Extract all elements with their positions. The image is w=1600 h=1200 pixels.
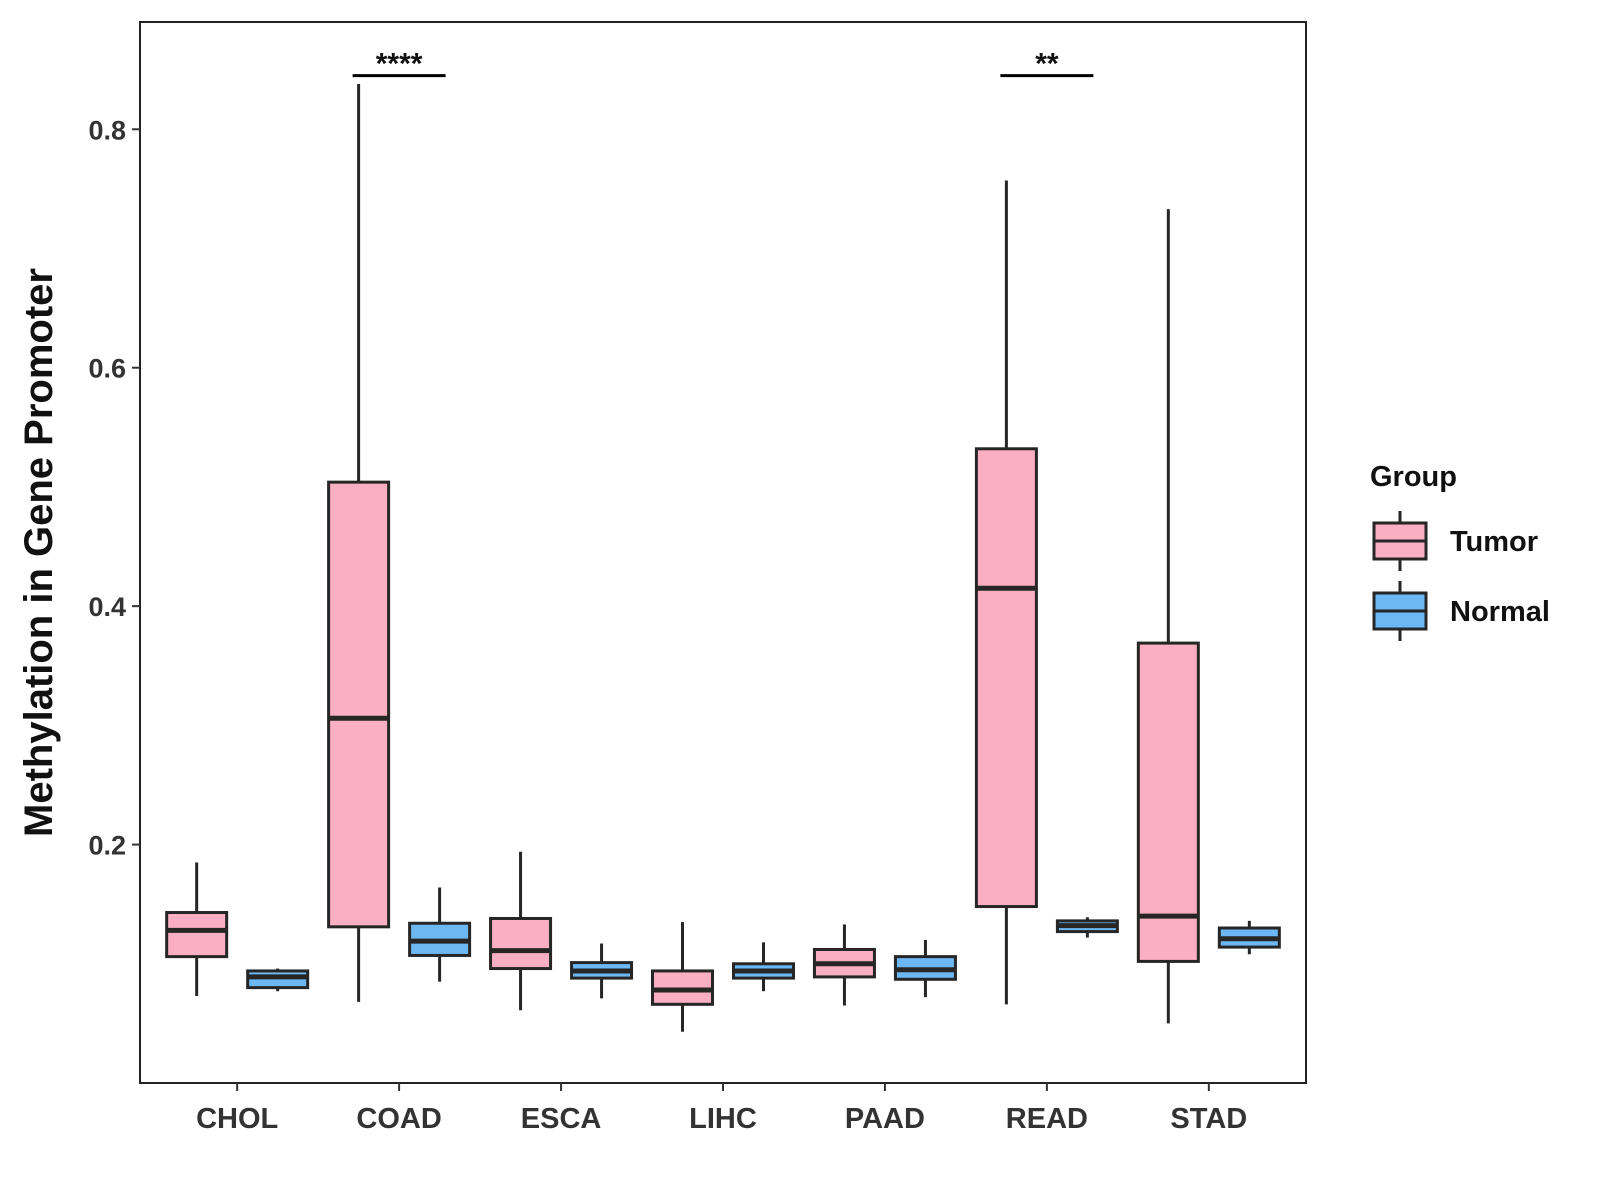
box-iqr — [974, 447, 1038, 909]
box-normal-esca — [570, 943, 634, 999]
legend-label: Tumor — [1450, 526, 1538, 558]
box-tumor-chol — [165, 862, 229, 996]
legend-title: Group — [1370, 461, 1457, 493]
box-tumor-read — [974, 180, 1038, 1005]
box-iqr — [327, 480, 391, 929]
box-iqr — [1136, 641, 1200, 963]
box-tumor-stad — [1136, 209, 1200, 1024]
legend-label: Normal — [1450, 596, 1550, 628]
significance-label: **** — [376, 48, 423, 81]
box-iqr — [489, 916, 553, 971]
x-tick-label: LIHC — [689, 1103, 757, 1135]
box-normal-stad — [1217, 920, 1281, 955]
box-normal-paad — [893, 939, 957, 998]
y-tick-label: 0.4 — [88, 592, 126, 622]
box-iqr — [165, 911, 229, 959]
box-normal-coad — [408, 887, 472, 982]
box-normal-chol — [246, 968, 310, 992]
legend-item-normal: Normal — [1372, 581, 1550, 641]
box-tumor-coad — [327, 83, 391, 1002]
y-tick-label: 0.8 — [88, 115, 126, 145]
y-axis-title: Methylation in Gene Promoter — [17, 268, 61, 837]
legend-item-tumor: Tumor — [1372, 511, 1538, 571]
box-normal-read — [1055, 917, 1119, 938]
x-tick-label: ESCA — [521, 1103, 602, 1135]
box-tumor-paad — [812, 924, 876, 1006]
x-tick-label: COAD — [356, 1103, 441, 1135]
box-tumor-esca — [489, 851, 553, 1011]
box-normal-lihc — [732, 942, 795, 992]
box-tumor-lihc — [651, 922, 714, 1032]
plot-panel-border — [139, 21, 1307, 1084]
significance-label: ** — [1035, 48, 1059, 81]
y-tick-label: 0.6 — [88, 354, 126, 384]
x-tick-label: STAD — [1170, 1103, 1247, 1135]
x-tick-label: PAAD — [845, 1103, 925, 1135]
y-tick-label: 0.2 — [88, 831, 126, 861]
x-tick-label: READ — [1006, 1103, 1088, 1135]
x-tick-label: CHOL — [196, 1103, 278, 1135]
